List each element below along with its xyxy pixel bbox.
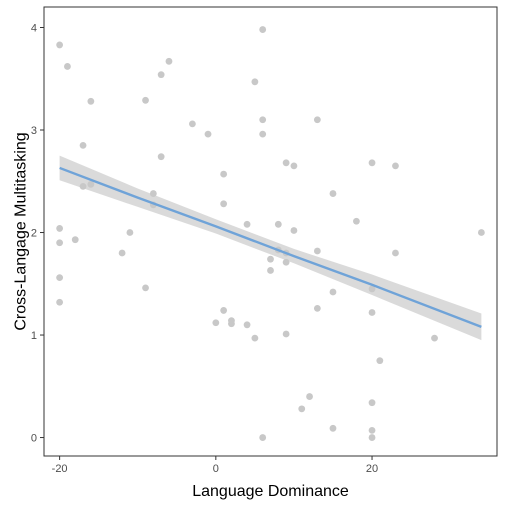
data-point-50 bbox=[313, 304, 321, 312]
data-point-43 bbox=[290, 162, 298, 170]
data-point-45 bbox=[282, 330, 290, 338]
data-point-6 bbox=[56, 225, 64, 232]
data-point-27 bbox=[228, 320, 235, 328]
data-point-32 bbox=[259, 116, 267, 124]
data-point-63 bbox=[392, 249, 399, 257]
data-point-57 bbox=[368, 309, 376, 316]
data-point-52 bbox=[329, 288, 337, 296]
x-axis-ticks: -20 0 20 bbox=[52, 456, 378, 475]
data-point-53 bbox=[329, 424, 337, 432]
data-point-2 bbox=[87, 97, 95, 105]
data-point-30 bbox=[251, 78, 259, 86]
data-point-65 bbox=[477, 229, 485, 236]
data-point-51 bbox=[329, 190, 337, 197]
data-point-60 bbox=[368, 434, 376, 441]
data-point-61 bbox=[376, 357, 384, 365]
y-tick-label: 1 bbox=[31, 330, 37, 342]
data-point-10 bbox=[56, 298, 64, 306]
x-tick-label: -20 bbox=[52, 463, 68, 475]
data-point-28 bbox=[243, 321, 251, 329]
data-point-0 bbox=[56, 41, 64, 49]
x-tick-label: 0 bbox=[213, 463, 219, 475]
data-point-38 bbox=[274, 220, 282, 228]
data-point-1 bbox=[64, 63, 71, 70]
data-point-62 bbox=[392, 162, 399, 170]
data-point-48 bbox=[313, 116, 321, 124]
data-point-5 bbox=[87, 180, 95, 188]
data-point-33 bbox=[259, 130, 267, 138]
data-point-54 bbox=[353, 217, 360, 225]
data-point-59 bbox=[368, 426, 376, 434]
data-point-25 bbox=[220, 307, 228, 314]
data-point-64 bbox=[431, 334, 438, 342]
fit-line-layer bbox=[59, 166, 482, 328]
data-point-13 bbox=[142, 96, 149, 104]
data-point-7 bbox=[56, 239, 64, 247]
data-point-21 bbox=[204, 130, 212, 138]
data-point-22 bbox=[220, 170, 228, 178]
data-point-37 bbox=[267, 267, 274, 274]
data-point-15 bbox=[165, 57, 173, 65]
plot-panel-border bbox=[43, 6, 498, 457]
y-tick-label: 3 bbox=[31, 125, 37, 137]
data-point-31 bbox=[259, 26, 267, 33]
data-point-11 bbox=[118, 249, 126, 257]
data-point-12 bbox=[126, 229, 134, 236]
data-point-14 bbox=[157, 71, 165, 79]
data-point-24 bbox=[212, 319, 220, 327]
data-point-23 bbox=[220, 200, 228, 208]
data-point-55 bbox=[368, 159, 376, 167]
y-tick-label: 2 bbox=[31, 228, 37, 240]
data-point-20 bbox=[189, 120, 196, 128]
y-tick-label: 4 bbox=[31, 23, 37, 35]
data-point-29 bbox=[243, 220, 251, 228]
y-axis-ticks: 0 1 2 3 4 bbox=[31, 23, 44, 445]
data-point-35 bbox=[259, 434, 267, 441]
data-point-36 bbox=[267, 255, 274, 263]
data-point-58 bbox=[368, 399, 376, 407]
data-point-17 bbox=[149, 190, 157, 197]
y-axis-title: Cross-Langage Multitasking bbox=[13, 132, 30, 330]
data-point-8 bbox=[71, 236, 79, 244]
x-axis-title: Language Dominance bbox=[192, 483, 349, 500]
data-point-16 bbox=[157, 153, 165, 161]
data-point-4 bbox=[79, 182, 87, 190]
data-point-49 bbox=[313, 247, 321, 255]
data-point-34 bbox=[251, 334, 259, 342]
data-point-41 bbox=[282, 258, 290, 266]
data-point-3 bbox=[79, 141, 87, 149]
data-point-46 bbox=[298, 405, 306, 413]
data-point-42 bbox=[282, 159, 290, 167]
x-tick-label: 20 bbox=[366, 463, 378, 475]
regression-line bbox=[59, 166, 482, 328]
data-point-44 bbox=[290, 227, 298, 234]
data-point-9 bbox=[56, 274, 64, 282]
data-point-47 bbox=[306, 393, 313, 400]
y-tick-label: 0 bbox=[31, 433, 37, 445]
points-layer bbox=[56, 26, 485, 441]
data-point-56 bbox=[368, 285, 376, 293]
data-point-19 bbox=[142, 284, 149, 292]
